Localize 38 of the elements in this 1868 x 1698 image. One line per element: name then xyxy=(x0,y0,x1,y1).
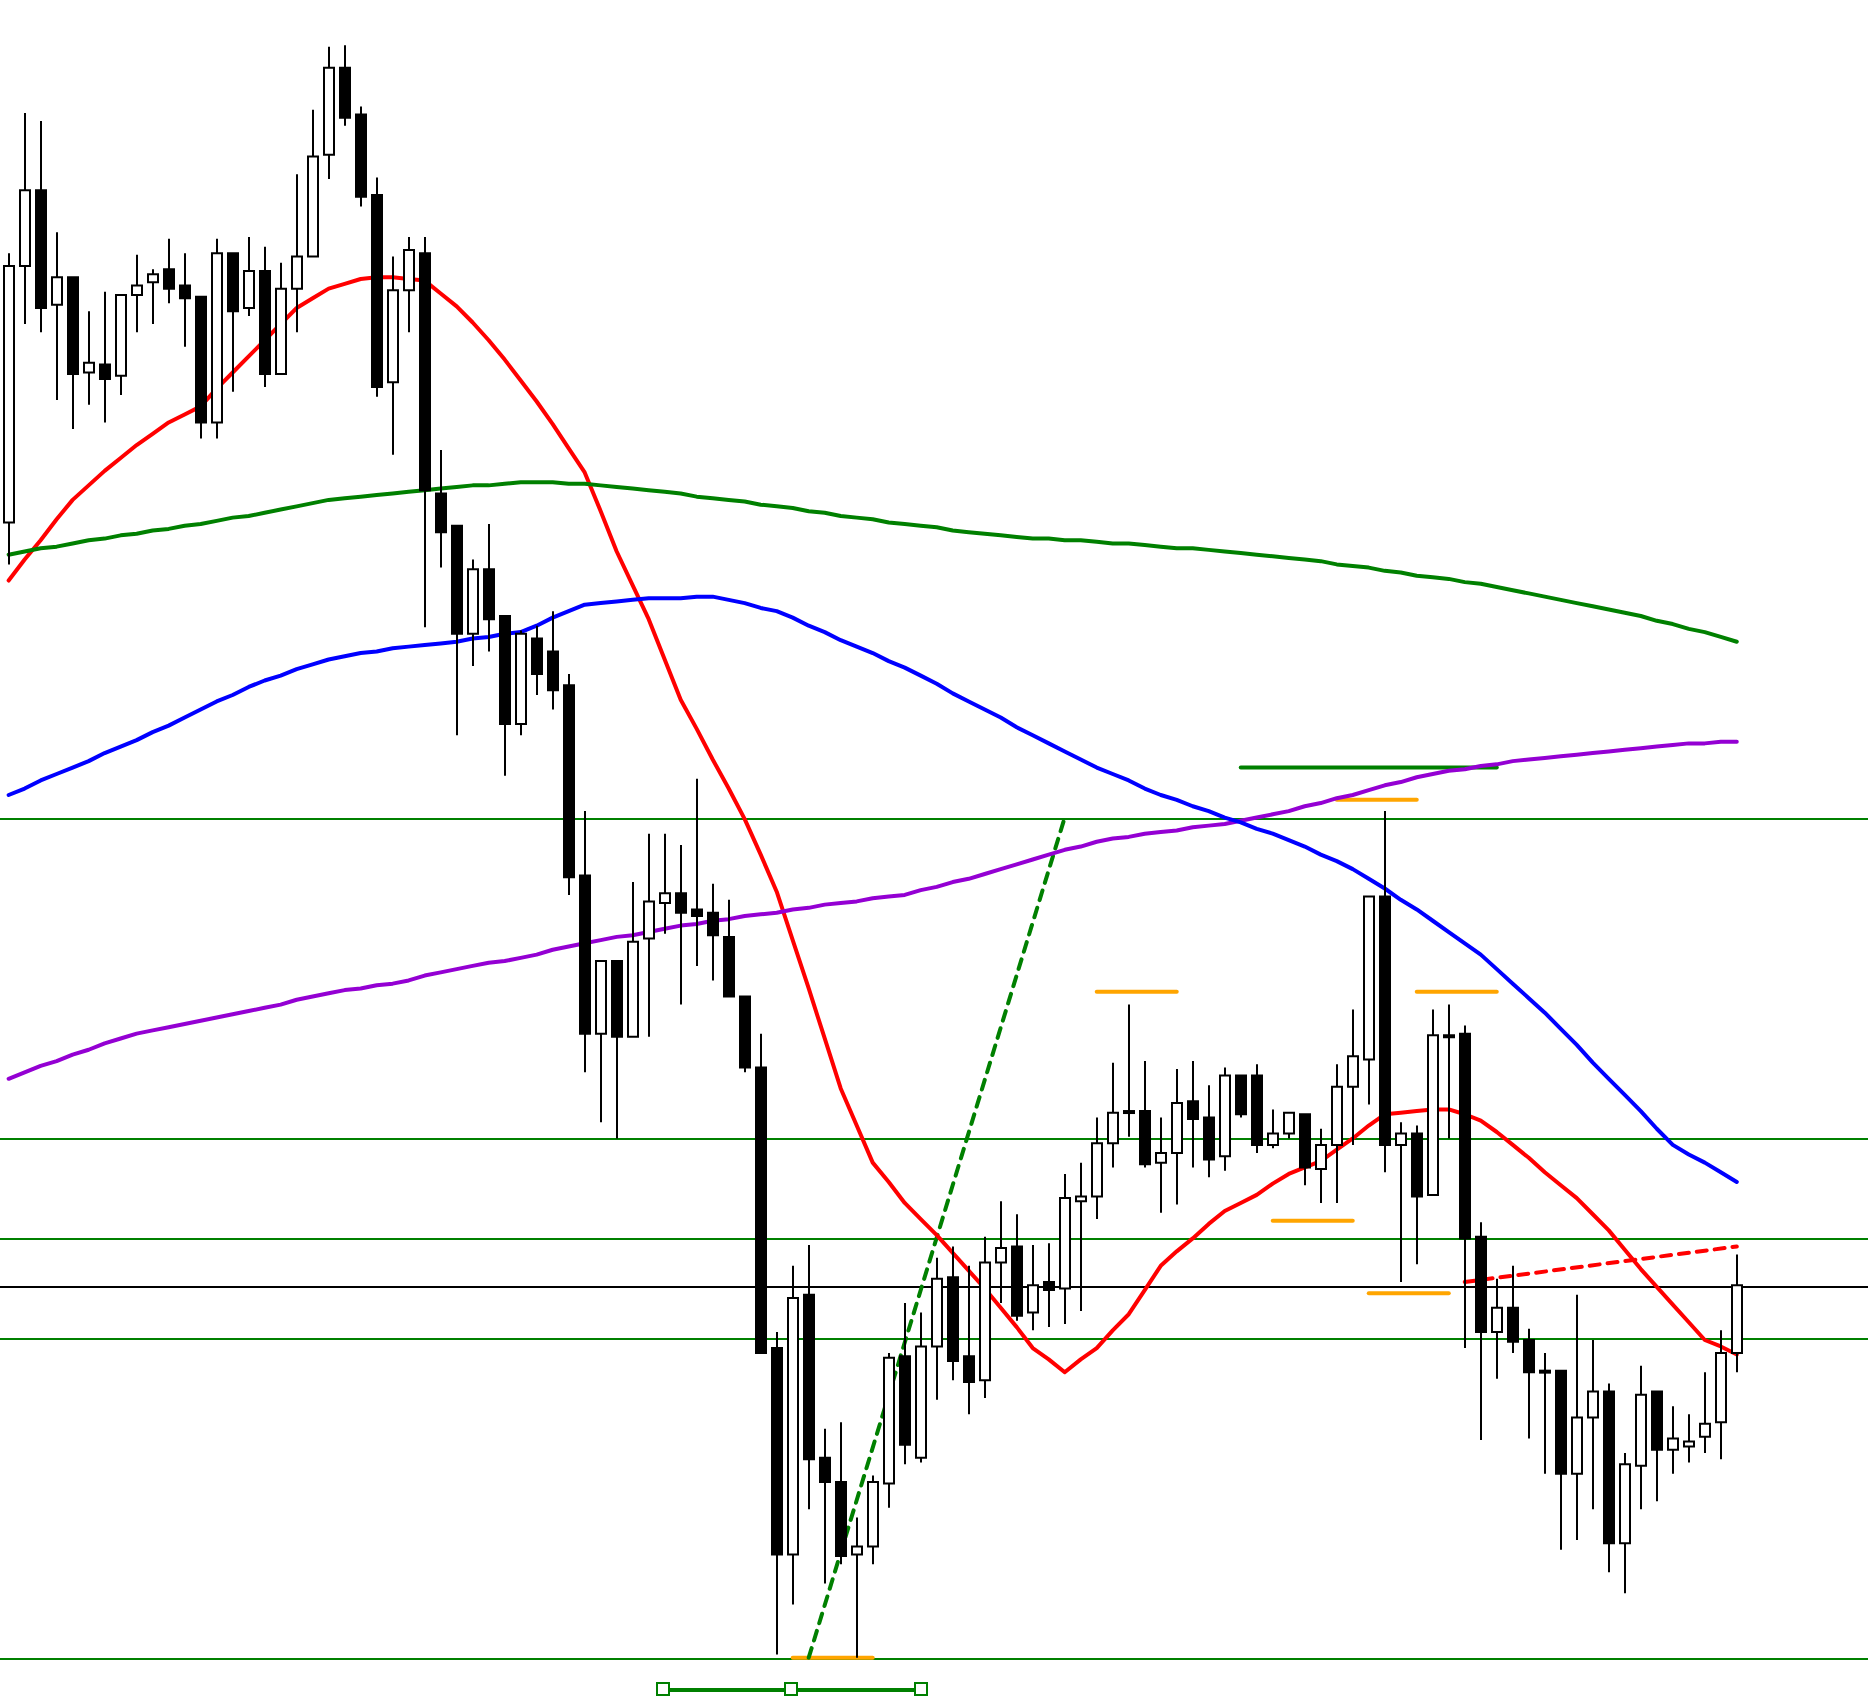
candlestick xyxy=(547,610,559,711)
candlestick xyxy=(675,843,687,1006)
candlestick xyxy=(147,268,159,326)
candlestick xyxy=(1347,1008,1359,1146)
candlestick xyxy=(643,832,655,1038)
candlestick xyxy=(1235,1074,1247,1119)
candlestick xyxy=(1107,1061,1119,1169)
candlestick xyxy=(291,173,303,334)
candlestick xyxy=(435,448,447,569)
candlestick xyxy=(83,310,95,406)
candlestick xyxy=(1187,1060,1199,1169)
candlestick xyxy=(1203,1084,1215,1179)
candlestick xyxy=(819,1427,831,1585)
candlestick xyxy=(1523,1327,1535,1440)
candlestick xyxy=(531,624,543,696)
candlestick xyxy=(163,237,175,305)
candlestick xyxy=(51,231,63,401)
candlestick xyxy=(1587,1339,1599,1511)
candlestick xyxy=(1155,1116,1167,1214)
candlestick xyxy=(99,290,111,424)
candlestick xyxy=(1683,1413,1695,1464)
candlestick xyxy=(403,236,415,334)
candlestick xyxy=(1315,1127,1327,1204)
candlestick xyxy=(1443,1003,1455,1140)
candlestick xyxy=(1283,1111,1295,1140)
candlestick xyxy=(1267,1108,1279,1150)
candlestick xyxy=(1123,1003,1135,1138)
candlestick xyxy=(659,832,671,935)
candlestick xyxy=(179,252,191,348)
candlestick xyxy=(243,236,255,318)
candlestick xyxy=(1667,1405,1679,1475)
candlestick xyxy=(707,882,719,982)
candlestick xyxy=(851,1516,863,1659)
candlestick xyxy=(1539,1351,1551,1475)
candlestick xyxy=(691,777,703,967)
candlestick xyxy=(1699,1371,1711,1454)
candlestick xyxy=(131,253,143,334)
candlestick xyxy=(1395,1121,1407,1283)
